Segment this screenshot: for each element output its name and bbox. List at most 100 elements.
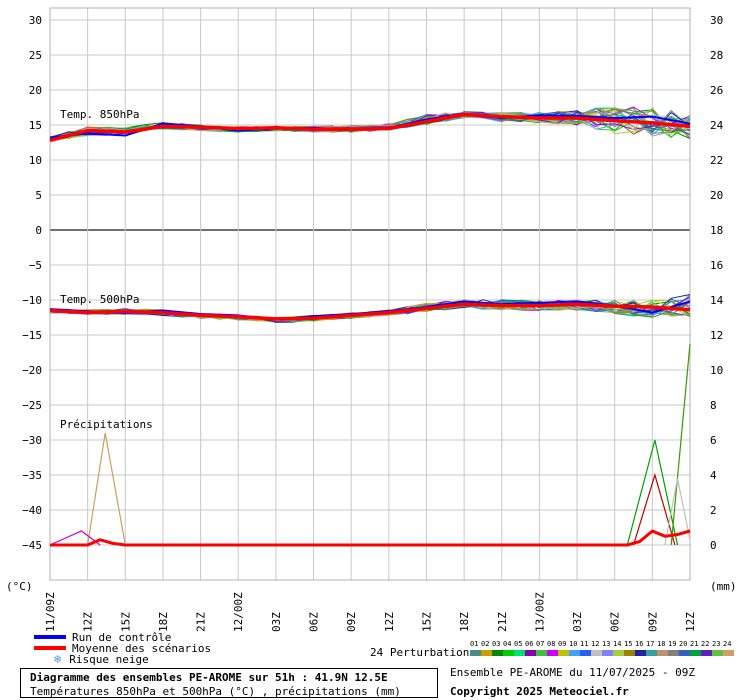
perturbation-id: 19: [668, 640, 677, 648]
right-tick-label: 2: [710, 504, 717, 517]
main-lines: [49, 112, 691, 547]
right-tick-label: 14: [710, 294, 724, 307]
perturbation-id: 18: [657, 640, 666, 648]
perturbation-swatch: [679, 650, 690, 656]
right-tick-label: 4: [710, 469, 717, 482]
panel-label-500: Temp. 500hPa: [60, 293, 139, 306]
left-tick-label: 15: [29, 119, 42, 132]
perturbation-swatch: [624, 650, 635, 656]
perturbation-id: 11: [580, 640, 589, 648]
x-tick-label: 09Z: [646, 612, 659, 632]
perturbation-id: 20: [679, 640, 688, 648]
perturbation-id: 01: [470, 640, 479, 648]
x-tick-label: 03Z: [270, 612, 283, 632]
perturbation-swatch: [558, 650, 569, 656]
precip-member-line: [632, 472, 676, 546]
legend-snow: ❄ Risque neige: [54, 652, 149, 666]
x-tick-label: 15Z: [119, 612, 132, 632]
right-tick-label: 28: [710, 49, 723, 62]
x-tick-label: 12Z: [82, 612, 95, 632]
perturbation-swatch: [580, 650, 591, 656]
perturbation-id: 23: [712, 640, 721, 648]
x-tick-label: 18Z: [157, 612, 170, 632]
left-tick-label: 5: [35, 189, 42, 202]
legend-mean-label: Moyenne des scénarios: [72, 641, 212, 655]
perturbation-swatch: [723, 650, 734, 656]
perturbation-swatch: [635, 650, 646, 656]
left-tick-label: 30: [29, 14, 42, 27]
perturbation-id: 05: [514, 640, 523, 648]
perturbation-id: 08: [547, 640, 556, 648]
perturbation-id: 13: [602, 640, 611, 648]
perturbation-id: 15: [624, 640, 633, 648]
legend-control-label: Run de contrôle: [72, 630, 172, 644]
snowflake-icon: ❄: [54, 652, 62, 666]
caption-title: Diagramme des ensembles PE-AROME sur 51h…: [30, 671, 388, 684]
perturbation-swatch: [668, 650, 679, 656]
right-tick-label: 10: [710, 364, 723, 377]
perturbation-id: 22: [701, 640, 710, 648]
left-tick-label: −30: [22, 434, 42, 447]
caption-box: Diagramme des ensembles PE-AROME sur 51h…: [20, 668, 438, 698]
left-tick-label: −40: [22, 504, 42, 517]
right-tick-label: 22: [710, 154, 723, 167]
right-tick-label: 12: [710, 329, 723, 342]
control-swatch: [34, 635, 66, 639]
perturbation-id: 21: [690, 640, 699, 648]
perturbation-id: 06: [525, 640, 534, 648]
x-tick-label: 03Z: [571, 612, 584, 632]
left-tick-label: −15: [22, 329, 42, 342]
precip-member-line: [670, 343, 691, 546]
perturbations-label: 24 Perturbations: [370, 646, 476, 659]
perturbation-swatch: [690, 650, 701, 656]
perturbation-id: 02: [481, 640, 490, 648]
x-tick-label: 21Z: [195, 612, 208, 632]
left-tick-label: −20: [22, 364, 42, 377]
member-lines: [49, 106, 691, 546]
x-tick-label: 06Z: [609, 612, 622, 632]
right-tick-label: 16: [710, 259, 723, 272]
x-tick-label: 21Z: [496, 612, 509, 632]
left-tick-label: −45: [22, 539, 42, 552]
right-tick-label: 26: [710, 84, 723, 97]
legend-control: Run de contrôle: [34, 630, 172, 644]
perturbation-swatch: [525, 650, 536, 656]
perturbation-swatch: [657, 650, 668, 656]
panel-label-850: Temp. 850hPa: [60, 108, 139, 121]
perturbation-id: 03: [492, 640, 501, 648]
perturbation-id: 14: [613, 640, 622, 648]
perturbation-swatch: [602, 650, 613, 656]
left-tick-label: 20: [29, 84, 42, 97]
right-tick-label: 30: [710, 14, 723, 27]
left-tick-label: −25: [22, 399, 42, 412]
perturbation-swatch: [481, 650, 492, 656]
perturbation-swatch: [591, 650, 602, 656]
x-tick-label: 18Z: [458, 612, 471, 632]
left-tick-label: −5: [29, 259, 42, 272]
panel-label-precip: Précipitations: [60, 418, 153, 431]
right-tick-label: 24: [710, 119, 724, 132]
axis-labels: 302520151050−5−10−15−20−25−30−35−40−4530…: [22, 14, 723, 632]
precip-member-line: [49, 530, 101, 546]
perturbation-swatch: [547, 650, 558, 656]
perturbation-id: 07: [536, 640, 545, 648]
ensemble-chart: 302520151050−5−10−15−20−25−30−35−40−4530…: [6, 7, 737, 632]
perturbation-id: 04: [503, 640, 512, 648]
mean-swatch: [34, 646, 66, 650]
legend-mean: Moyenne des scénarios: [34, 641, 212, 655]
precip-member-line: [626, 439, 679, 546]
left-tick-label: −35: [22, 469, 42, 482]
perturbation-swatch: [646, 650, 657, 656]
left-unit-label: (°C): [6, 580, 33, 593]
right-tick-label: 8: [710, 399, 717, 412]
left-tick-label: 25: [29, 49, 42, 62]
x-tick-label: 13/00Z: [533, 592, 546, 632]
left-tick-label: 10: [29, 154, 42, 167]
perturbation-swatch: [701, 650, 712, 656]
x-tick-label: 12/00Z: [232, 592, 245, 632]
mean-line-precip: [50, 529, 691, 547]
perturbation-swatch: [569, 650, 580, 656]
perturbation-swatch: [470, 650, 481, 656]
perturbation-id: 24: [723, 640, 732, 648]
x-tick-label: 12Z: [684, 612, 697, 632]
